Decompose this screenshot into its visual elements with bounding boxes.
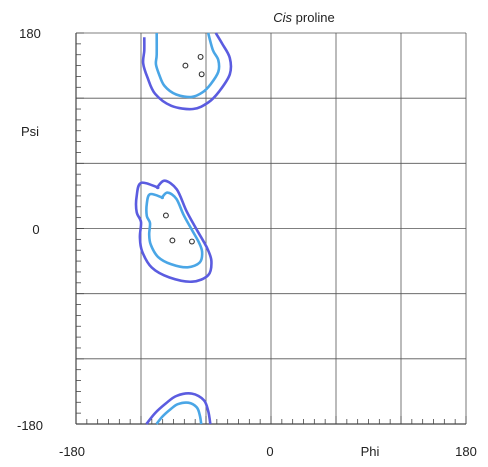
y-tick-label-zero: 0 xyxy=(32,222,39,237)
x-tick-label-zero: 0 xyxy=(266,444,273,459)
data-point xyxy=(169,237,176,244)
y-axis-label: Psi xyxy=(21,124,39,139)
data-point xyxy=(188,238,195,245)
chart-title-rest: proline xyxy=(292,10,335,25)
data-point xyxy=(182,62,189,69)
x-tick-label-right: 180 xyxy=(455,444,477,459)
outer-contour-middle xyxy=(134,179,213,284)
data-point xyxy=(197,53,204,60)
contours xyxy=(134,32,233,425)
x-tick-label-left: -180 xyxy=(59,444,85,459)
outer-contour-top xyxy=(141,32,233,111)
data-point xyxy=(198,71,205,78)
outer-contour-bottom xyxy=(145,392,212,425)
y-tick-label-top: 180 xyxy=(19,26,41,41)
data-point xyxy=(162,212,169,219)
axis-ticks xyxy=(75,32,467,425)
inner-contour-middle xyxy=(145,191,204,269)
data-points xyxy=(162,53,205,245)
inner-contour-bottom xyxy=(155,401,203,425)
x-axis-label: Phi xyxy=(361,444,380,459)
chart-title-italic: Cis xyxy=(273,10,292,25)
y-tick-label-bottom: -180 xyxy=(17,418,43,433)
grid xyxy=(75,32,467,425)
chart-title: Cis proline xyxy=(273,10,334,25)
inner-contour-top xyxy=(154,32,221,99)
